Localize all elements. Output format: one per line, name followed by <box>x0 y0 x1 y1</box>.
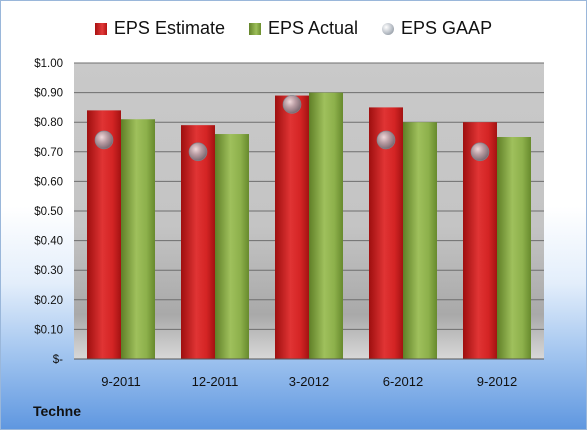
y-tick-label: $0.60 <box>34 176 63 188</box>
legend-item-eps-estimate: EPS Estimate <box>94 18 225 39</box>
bar-eps-estimate <box>463 122 497 359</box>
y-tick-label: $0.40 <box>34 236 63 248</box>
x-tick-label: 9-2012 <box>477 374 517 389</box>
bar-eps-actual <box>497 137 531 359</box>
y-tick-label: $0.70 <box>34 147 63 159</box>
bar-eps-actual <box>309 92 343 359</box>
y-tick-label: $0.50 <box>34 206 63 218</box>
bar-eps-estimate <box>275 95 309 359</box>
x-axis-ticks: 9-2011 12-2011 3-2012 6-2012 9-2012 <box>74 358 544 389</box>
bars <box>87 92 531 360</box>
legend-swatch-eps-estimate <box>94 22 107 35</box>
bar-eps-estimate <box>87 110 121 359</box>
marker-eps-gaap <box>470 142 490 162</box>
marker-eps-gaap <box>282 95 302 114</box>
legend-item-eps-gaap: EPS GAAP <box>382 18 492 39</box>
x-tick-label: 3-2012 <box>289 374 329 389</box>
y-tick-label: $0.10 <box>34 324 63 336</box>
y-tick-label: $0.20 <box>34 295 63 307</box>
bar-eps-estimate <box>181 125 215 359</box>
bar-eps-actual <box>121 119 155 360</box>
company-name: Techne <box>33 403 81 419</box>
bar-eps-actual <box>215 134 249 359</box>
marker-eps-gaap <box>376 130 396 150</box>
marker-eps-gaap <box>94 130 114 150</box>
y-tick-label: $- <box>53 354 63 366</box>
y-tick-label: $0.90 <box>34 88 63 100</box>
legend-label-eps-actual: EPS Actual <box>267 18 359 38</box>
legend-swatch-eps-actual <box>248 22 261 35</box>
x-tick-label: 9-2011 <box>101 374 141 389</box>
y-tick-label: $1.00 <box>34 58 63 70</box>
x-tick-label: 12-2011 <box>192 374 239 389</box>
legend-label-eps-estimate: EPS Estimate <box>113 18 225 38</box>
legend-label-eps-gaap: EPS GAAP <box>401 18 493 38</box>
x-tick-label: 6-2012 <box>383 374 423 389</box>
legend: EPS Estimate EPS Actual EPS GAAP <box>1 18 586 39</box>
y-tick-label: $0.80 <box>34 117 63 129</box>
gaap-markers <box>94 95 490 162</box>
y-tick-label: $0.30 <box>34 265 63 277</box>
marker-eps-gaap <box>188 142 208 162</box>
legend-swatch-eps-gaap <box>382 22 395 35</box>
legend-item-eps-actual: EPS Actual <box>248 18 359 39</box>
bar-eps-actual <box>403 122 437 359</box>
bar-eps-estimate <box>369 107 403 360</box>
y-axis-ticks: $1.00 $0.90 $0.80 $0.70 $0.60 $0.50 $0.40 $0.30… <box>34 58 63 366</box>
